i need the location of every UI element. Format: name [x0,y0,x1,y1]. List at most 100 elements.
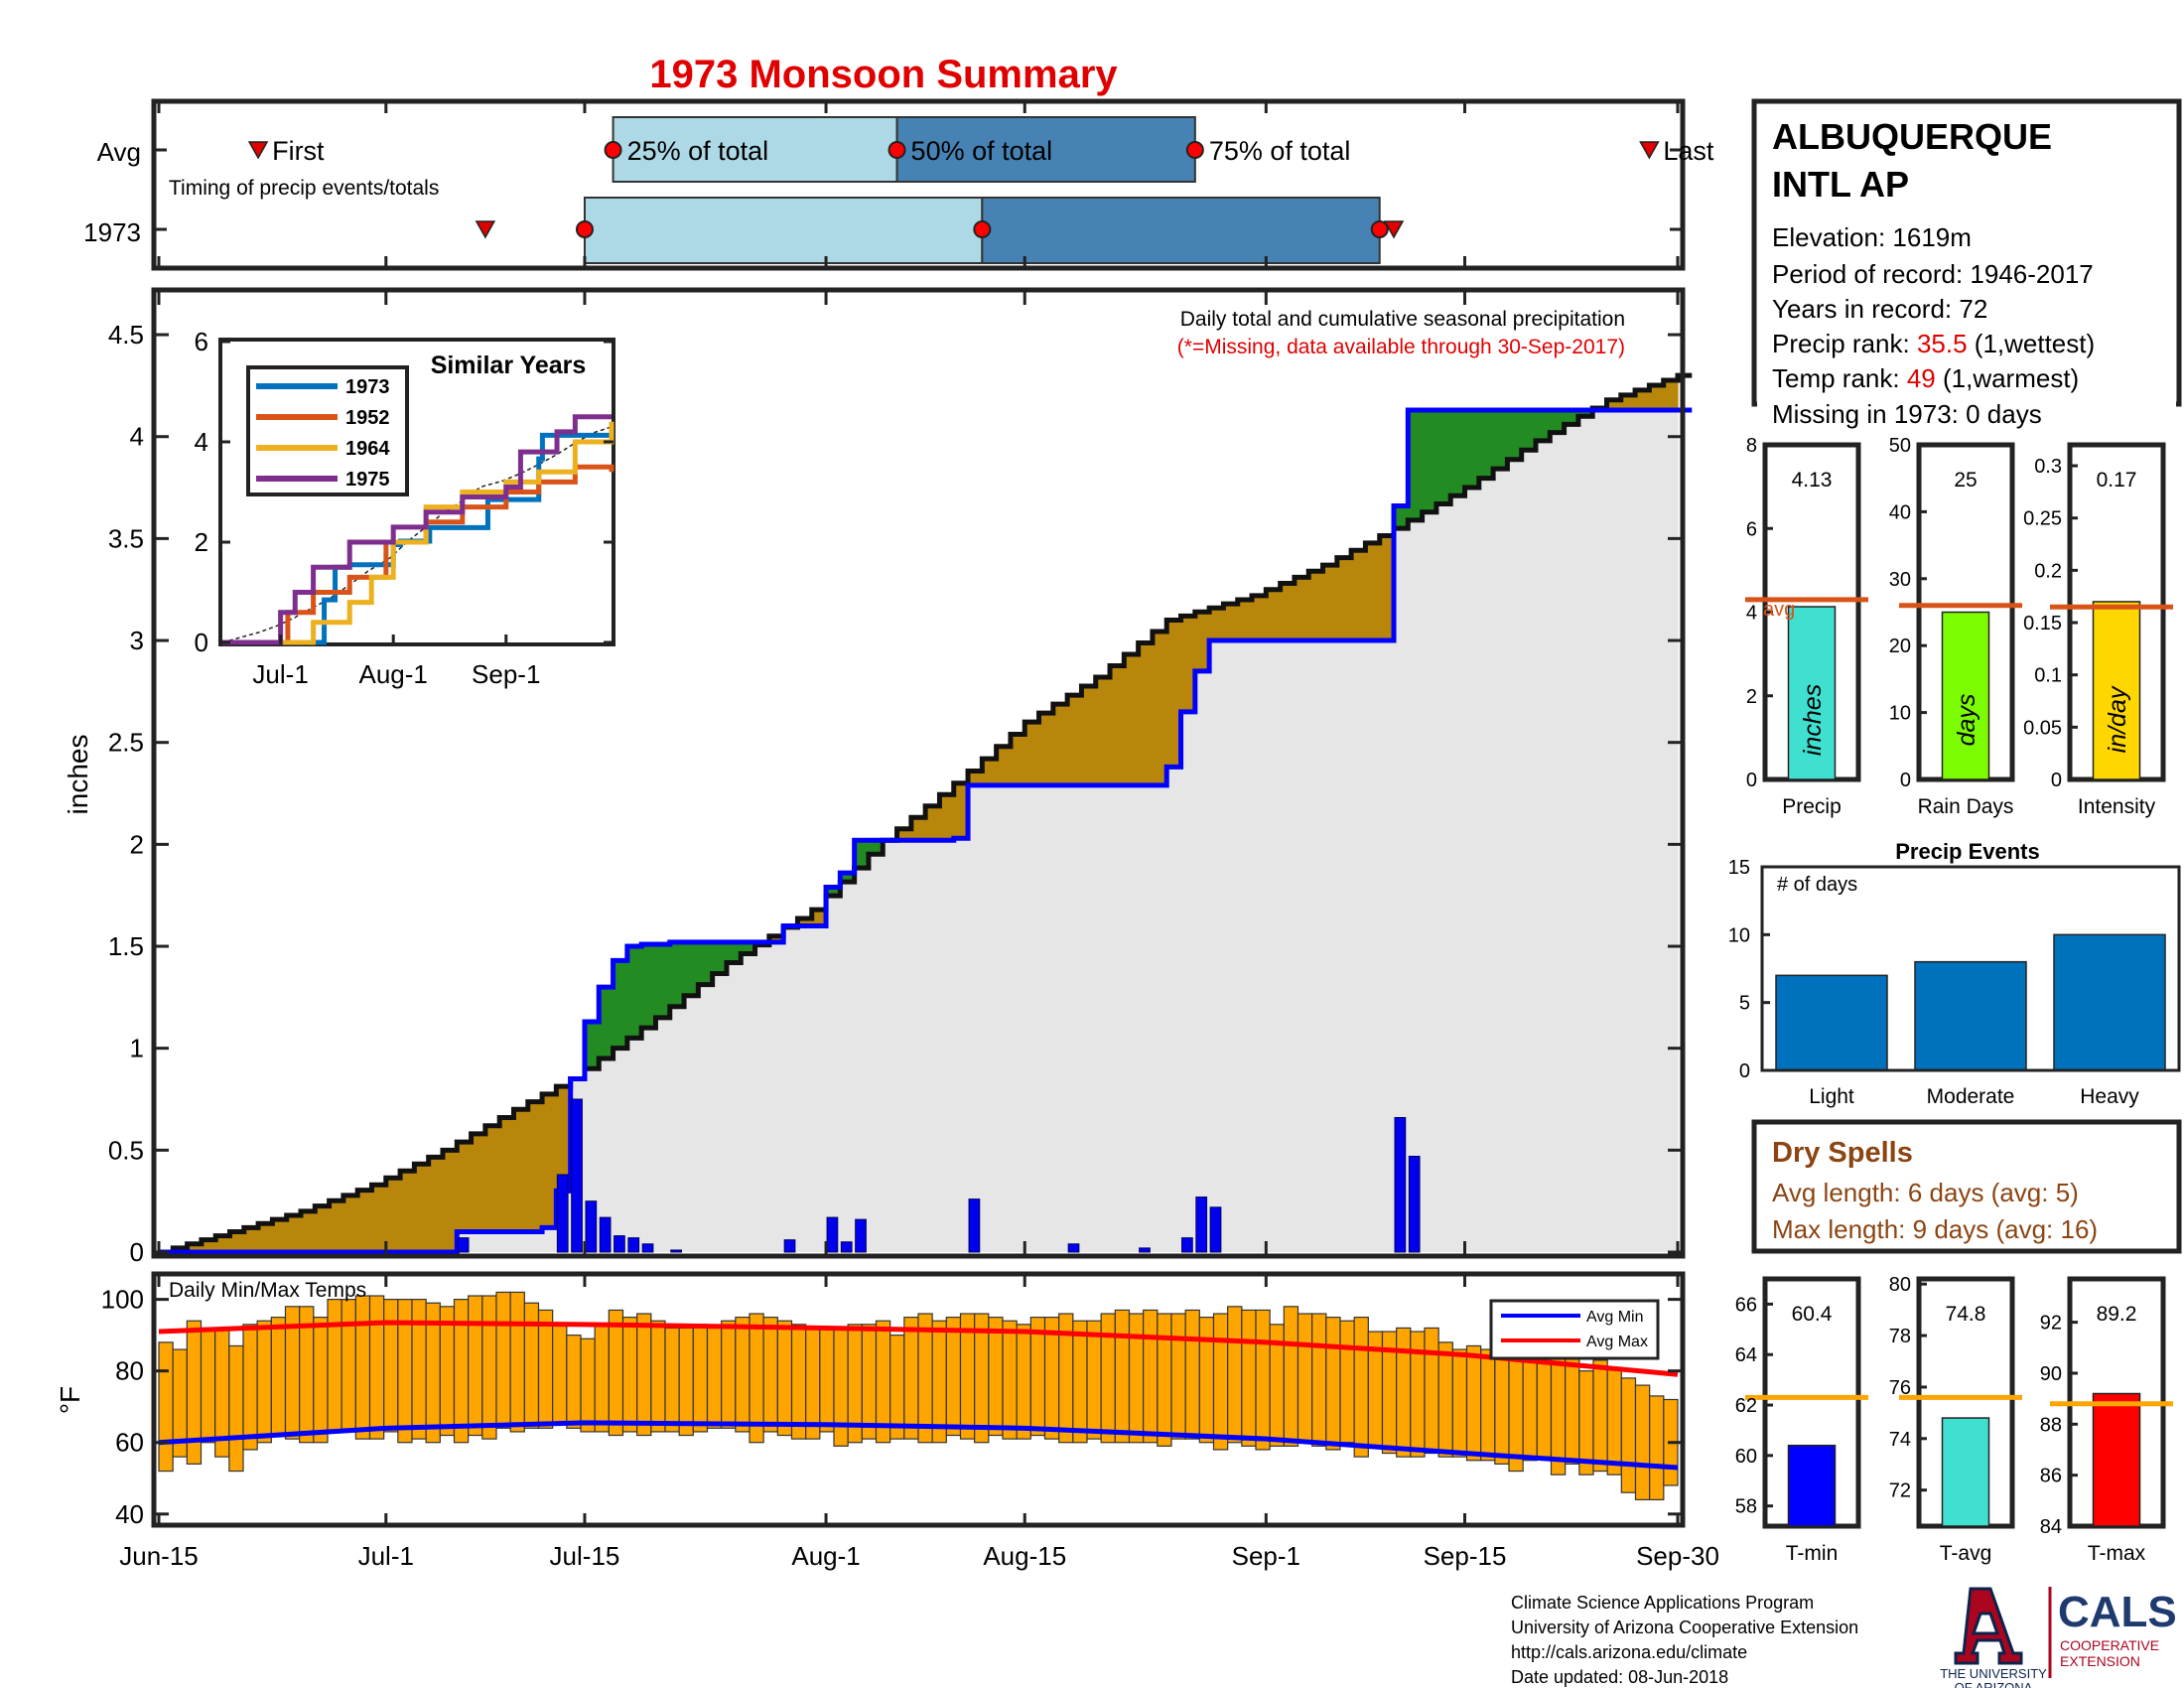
timing-panel: Avg 1973 Timing of precip events/totals … [83,98,1714,271]
below-avg-area [1379,535,1395,641]
below-avg-area [229,1231,245,1252]
daily-precip-bar [1139,1247,1151,1253]
stat-1-bar [1941,611,1990,780]
cumulative-base-area [1464,488,1480,1252]
legend-avg-min-label: Avg Min [1586,1309,1644,1326]
cumulative-base-area [1138,784,1154,1252]
below-avg-area [1620,394,1636,411]
footer-line-4: Date updated: 08-Jun-2018 [1511,1667,1728,1687]
temp-range-bar [341,1299,356,1433]
temp-range-bar [509,1291,525,1433]
daily-precip-bar [1394,1116,1407,1253]
daily-precip-bar [840,1241,853,1253]
stat-0-bar [1787,606,1837,780]
below-avg-area [457,1142,473,1232]
events-title: Precip Events [1895,839,2040,864]
precip-panel: 0 0.5 1 1.5 2 2.5 3 3.5 4 4.5 inches Daily total … [63,287,1693,1267]
below-avg-area [1294,577,1309,641]
station-info: ALBUQUERQUE INTL AP Elevation: 1619m Per… [1751,98,2182,433]
temp-range-bar [776,1320,793,1437]
below-avg-area [201,1239,216,1252]
temp-stat-1-label: T-avg [1940,1542,1992,1565]
cumulative-base-area [1294,640,1309,1252]
events-ylabel: # of days [1777,874,1857,896]
avg-first-triangle-icon [247,141,269,160]
footer-line-1: Climate Science Applications Program [1511,1593,1814,1613]
above-avg-area [1435,410,1451,504]
stat-1-ytick-label: 20 [1889,635,1911,657]
cumulative-base-area [1550,432,1566,1252]
year-percentile-marker [1370,220,1389,238]
cumulative-base-area [712,973,728,1252]
avg-q1-box [612,116,898,183]
daily-precip-bar [968,1198,981,1253]
temp-range-bar [1170,1313,1186,1440]
cumulative-base-area [1649,410,1665,1252]
stat-2-bar [2092,601,2141,780]
cumulative-base-area [513,1231,529,1252]
avg-percentile-marker [887,141,906,159]
temp-stat-2-ytick-label: 86 [2040,1466,2062,1487]
similar-years-inset: Similar Years 1973 1952 1964 1975 0 2 4 6 Jul-1… [195,327,615,689]
daily-precip-bar [783,1239,796,1253]
cumulative-base-area [896,840,912,1252]
daily-precip-bar [556,1174,569,1253]
dry-spells-max: Max length: 9 days (avg: 16) [1772,1214,2098,1244]
events-ytick-label: 5 [1739,993,1750,1015]
year-q2-box [981,197,1381,264]
temp-stat-1-ytick-label: 74 [1889,1429,1911,1451]
cumulative-base-area [1435,503,1451,1252]
x-tick-label: Sep-15 [1424,1541,1507,1571]
cumulative-base-area [1024,784,1040,1252]
cumulative-base-area [499,1231,515,1252]
inset-title: Similar Years [431,352,587,379]
temp-range-bar [1072,1320,1088,1444]
footer: Climate Science Applications Program Uni… [1511,1587,2177,1688]
above-avg-area [613,960,628,1049]
temp-range-bar [580,1337,596,1433]
stat-0-ytick-label: 8 [1746,435,1757,457]
station-temp-rank: Temp rank: 49 (1,warmest) [1772,363,2079,393]
below-avg-area [215,1235,231,1252]
precip-rank-label: Precip rank: [1772,329,1917,358]
temp-range-bar [1396,1327,1412,1458]
above-avg-area [854,840,870,869]
cumulative-base-area [1336,640,1352,1252]
cumulative-base-area [910,840,926,1252]
temp-range-bar [1634,1384,1651,1500]
daily-precip-bar [1209,1206,1222,1253]
temp-range-bar [1043,1317,1060,1440]
station-missing: Missing in 1973: 0 days [1772,399,2042,429]
cumulative-base-area [484,1231,500,1252]
x-tick-label: Sep-30 [1636,1541,1719,1571]
x-axis: Jun-15 Jul-1 Jul-15 Aug-1 Aug-15 Sep-1 Sep-15 S… [119,1513,1719,1571]
temp-range-bar [903,1317,919,1440]
coop-text-1: COOPERATIVE [2060,1637,2159,1653]
temp-panel: Daily Min/Max Temps 40 60 80 100 °F Avg Min… [55,1271,1686,1529]
below-avg-area [1266,589,1282,641]
legend-label-1973: 1973 [345,376,390,398]
cumulative-base-area [1422,511,1437,1252]
above-avg-area [1493,410,1509,470]
cumulative-base-area [1322,640,1338,1252]
cumulative-base-area [527,1231,543,1252]
cumulative-base-area [1308,640,1324,1252]
events-bar-1 [1914,960,2027,1071]
temp-range-bar [1437,1341,1453,1458]
above-avg-area [698,941,714,985]
temp-range-bar [1536,1352,1553,1458]
temp-stat-0-ytick-label: 58 [1735,1496,1757,1518]
precip-rank-note: (1,wettest) [1968,329,2096,358]
temp-rank-value: 49 [1907,363,1936,393]
above-avg-area [684,941,699,996]
cumulative-base-area [1478,478,1494,1252]
stat-0-label: Precip [1782,795,1842,818]
temp-range-bar [1353,1317,1369,1458]
stat-0-ytick-label: 6 [1746,518,1757,540]
below-avg-area [1635,389,1651,411]
stat-1-label: Rain Days [1918,795,2014,818]
cumulative-base-area [626,1038,642,1252]
temp-range-bar [988,1317,1004,1437]
temp-range-bar [354,1295,371,1440]
cumulative-base-area [768,941,784,1252]
